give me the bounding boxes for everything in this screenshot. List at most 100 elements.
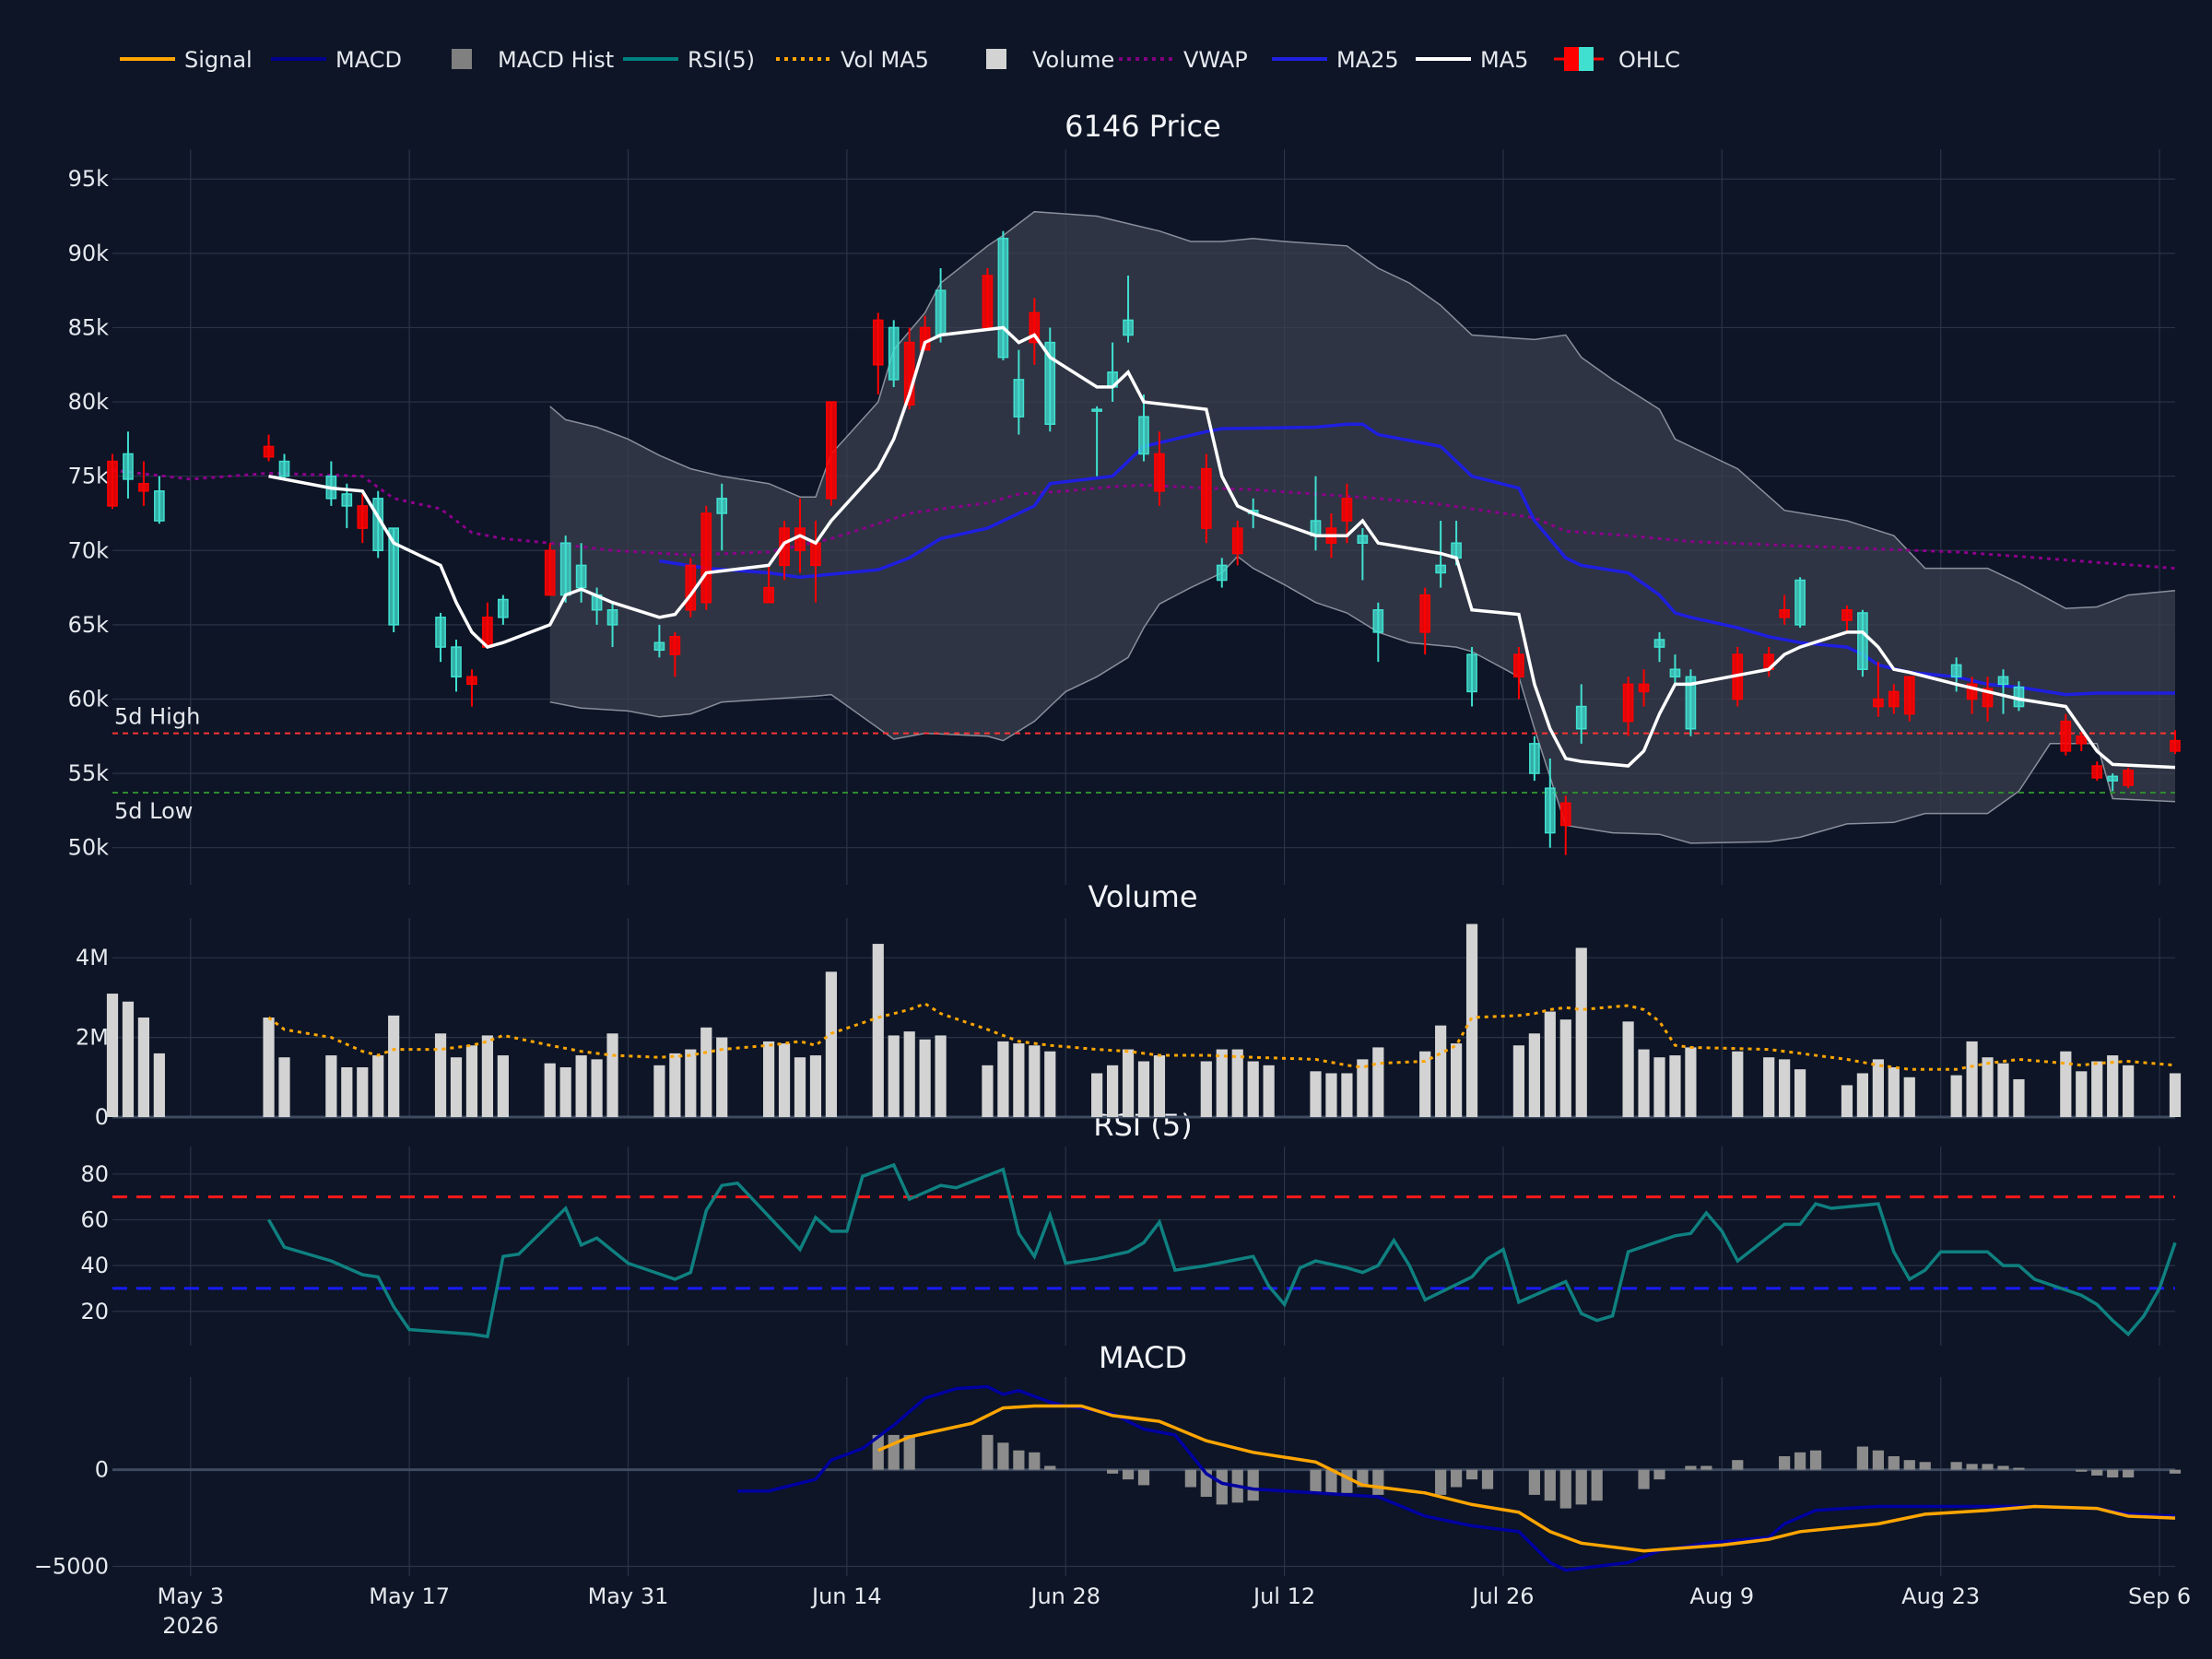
candle	[154, 476, 165, 524]
volume-bar	[1137, 1061, 1150, 1117]
volume-panel-title: Volume	[1088, 879, 1197, 914]
candle	[1794, 577, 1806, 629]
macd-hist-bar	[1216, 1469, 1228, 1505]
candle	[606, 602, 618, 648]
candle-body	[154, 490, 165, 522]
candle-body	[716, 498, 728, 514]
x-tick-label: May 31	[588, 1583, 669, 1609]
candle-body	[575, 564, 587, 589]
y-tick-label: 95k	[68, 166, 110, 192]
candle	[263, 434, 275, 462]
candle-body	[2170, 739, 2181, 752]
macd-hist-bar	[1544, 1469, 1556, 1501]
volume-bar	[1732, 1051, 1744, 1117]
volume-bar	[935, 1035, 947, 1117]
legend: Signal MACD MACD Hist RSI(5) Vol MA5 Volume VW…	[120, 47, 1680, 73]
volume-bar	[1841, 1085, 1853, 1117]
candle	[1357, 528, 1369, 581]
candle-body	[1873, 698, 1884, 708]
candle	[1888, 684, 1900, 714]
y-tick-label: 2M	[76, 1025, 109, 1051]
macd-hist-bar	[1950, 1462, 1962, 1470]
volume-bar	[872, 944, 884, 1117]
candle	[466, 669, 477, 707]
volume-bar	[1779, 1059, 1791, 1117]
volume-bar	[997, 1041, 1009, 1117]
macd-hist-bar	[1856, 1446, 1869, 1470]
y-tick-label: 50k	[68, 835, 110, 861]
macd-hist-bar	[2076, 1469, 2088, 1472]
candle-body	[1559, 802, 1571, 827]
volume-bar	[1653, 1057, 1665, 1117]
candle-body	[997, 237, 1009, 359]
volume-bar	[2013, 1078, 2025, 1117]
legend-label: OHLC	[1618, 47, 1680, 73]
candle-body	[935, 289, 947, 336]
x-tick-label: May 3	[158, 1583, 225, 1609]
volume-bar	[1903, 1077, 1915, 1117]
candle-body	[466, 676, 477, 686]
candle	[1685, 669, 1697, 736]
candle	[716, 483, 728, 551]
legend-label: Volume	[1032, 47, 1114, 73]
legend-label: MA25	[1336, 47, 1399, 73]
candle	[1653, 631, 1665, 663]
macd-hist-bar	[1779, 1455, 1791, 1470]
candle-body	[1903, 676, 1915, 715]
volume-bar	[1465, 924, 1478, 1117]
volume-bar	[919, 1039, 931, 1117]
volume-bar	[1263, 1065, 1275, 1117]
candle	[1123, 276, 1134, 343]
volume-bar	[1122, 1049, 1135, 1117]
legend-item: Volume	[986, 47, 1114, 73]
macd-hist-bar	[1638, 1469, 1650, 1489]
legend-item: RSI(5)	[623, 47, 755, 73]
candle-body	[2123, 770, 2134, 786]
candle-body	[1029, 312, 1041, 344]
volume-bar	[1310, 1071, 1322, 1117]
macd-hist-bar	[1450, 1469, 1463, 1488]
volume-bar	[1357, 1059, 1369, 1117]
candle	[123, 431, 134, 499]
volume-bar	[669, 1053, 681, 1117]
candle	[1216, 558, 1228, 588]
macd-hist-bar	[1997, 1465, 2009, 1470]
candle	[544, 543, 556, 596]
candle	[997, 230, 1009, 360]
legend-label: Signal	[184, 47, 253, 73]
candle	[2123, 767, 2134, 789]
macd-hist-bar	[1435, 1469, 1447, 1495]
y-tick-label: 80	[80, 1161, 109, 1187]
candle	[1200, 453, 1212, 544]
candle	[2076, 731, 2088, 751]
volume-bar	[575, 1055, 587, 1117]
volume-bar	[1013, 1043, 1025, 1117]
volume-bar	[1200, 1061, 1212, 1117]
candle-body	[1857, 612, 1868, 670]
macd-panel-title: MACD	[1099, 1340, 1187, 1375]
x-tick-label: Jun 28	[1029, 1583, 1100, 1609]
candle	[1231, 521, 1243, 566]
candle-body	[1966, 683, 1978, 700]
candle-body	[278, 460, 290, 477]
candle	[1091, 406, 1102, 477]
y-tick-label: 55k	[68, 760, 110, 786]
candle	[1029, 298, 1041, 365]
candle	[278, 453, 290, 479]
candle	[1013, 349, 1025, 435]
ma5-line	[268, 325, 2176, 770]
candle	[1341, 483, 1353, 544]
volume-bar	[982, 1065, 994, 1117]
macd-hist-bar	[1106, 1469, 1119, 1474]
volume-bar	[1512, 1045, 1525, 1117]
candle	[763, 565, 774, 604]
macd-hist-bar	[982, 1434, 994, 1470]
candle-body	[779, 527, 790, 567]
macd-hist-bar	[1919, 1462, 1931, 1470]
candle-body	[1216, 564, 1228, 582]
candle-body	[1982, 688, 1994, 708]
volume-bar	[2076, 1071, 2088, 1117]
candle	[700, 505, 712, 610]
y-tick-label: 40	[80, 1253, 109, 1278]
macd-hist-bar	[1184, 1469, 1196, 1488]
